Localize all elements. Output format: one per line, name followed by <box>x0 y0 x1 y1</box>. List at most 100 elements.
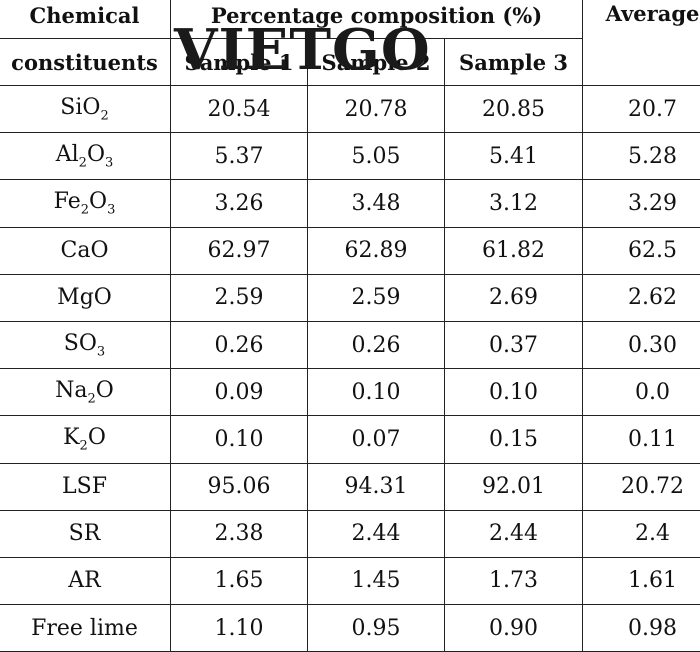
sample-1-cell: 0.09 <box>170 368 308 417</box>
average-cell: 0.98 <box>582 604 700 652</box>
constituent-symbol: SR <box>68 521 101 547</box>
constituent-symbol: Si <box>60 94 83 120</box>
table-row: AR 1.65 1.45 1.73 1.61 <box>0 556 700 606</box>
constituent-cell: SO3 <box>0 320 171 370</box>
sample-1-cell: 62.97 <box>170 226 308 275</box>
table-row: Al2O3 5.37 5.05 5.41 5.28 <box>0 132 700 181</box>
constituent-cell: Al2O3 <box>0 132 171 181</box>
sample-3-cell: 0.90 <box>443 604 584 652</box>
constituent-symbol: K <box>63 425 80 451</box>
average-cell: 62.5 <box>582 226 700 275</box>
table-row: SiO2 20.54 20.78 20.85 20.7 <box>0 84 700 134</box>
constituent-subscript: 2 <box>80 202 90 218</box>
table-row: Free lime 1.10 0.95 0.90 0.98 <box>0 604 700 652</box>
sample-2-cell: 0.95 <box>307 604 445 652</box>
constituent-cell: SiO2 <box>0 84 171 134</box>
constituent-cell: Na2O <box>0 368 171 417</box>
average-cell: 3.29 <box>582 179 700 228</box>
constituent-subscript: 2 <box>87 391 96 407</box>
constituent-subscript: 3 <box>107 202 116 218</box>
constituent-cell: Free lime <box>0 604 171 652</box>
table-row: CaO 62.97 62.89 61.82 62.5 <box>0 226 700 275</box>
sample-2-cell: 2.44 <box>307 509 445 558</box>
constituent-symbol: Fe <box>53 189 81 215</box>
table-row: Fe2O3 3.26 3.48 3.12 3.29 <box>0 179 700 228</box>
constituent-subscript: 3 <box>104 155 114 171</box>
average-cell: 5.28 <box>582 132 700 181</box>
sample-1-cell: 1.10 <box>170 604 308 652</box>
table-row: Na2O 0.09 0.10 0.10 0.0 <box>0 368 700 417</box>
average-cell: 0.11 <box>582 415 700 464</box>
sample-2-cell: 62.89 <box>307 226 445 275</box>
average-cell: 2.62 <box>582 273 700 322</box>
sample-2-cell: 20.78 <box>307 84 445 134</box>
sample-3-cell: 61.82 <box>443 226 584 275</box>
sample-1-cell: 2.59 <box>170 273 308 322</box>
sample-2-cell: 0.10 <box>307 368 445 417</box>
sample-1-cell: 0.10 <box>170 415 308 464</box>
sample-2-cell: 94.31 <box>307 462 445 511</box>
constituent-subscript: 2 <box>78 155 87 171</box>
sample-3-cell: 2.69 <box>443 273 584 322</box>
average-cell: 0.0 <box>582 368 700 417</box>
average-cell: 20.7 <box>582 84 700 134</box>
average-cell: 2.4 <box>582 509 700 558</box>
table-row: MgO 2.59 2.59 2.69 2.62 <box>0 273 700 322</box>
sample-2-cell: 2.59 <box>307 273 445 322</box>
constituent-symbol: SO <box>63 330 97 356</box>
constituent-symbol: O <box>87 425 106 451</box>
constituent-symbol: O <box>95 378 114 404</box>
constituent-cell: MgO <box>0 273 171 322</box>
sample-3-cell: 0.10 <box>443 368 584 417</box>
constituent-cell: AR <box>0 556 171 606</box>
average-cell: 1.61 <box>582 556 700 606</box>
constituent-cell: CaO <box>0 226 171 275</box>
header-percentage-composition: Percentage composition (%) <box>169 0 584 39</box>
constituent-subscript: 3 <box>96 344 106 360</box>
header-average: Average <box>582 0 700 86</box>
sample-3-cell: 5.41 <box>443 132 584 181</box>
header-sample-2: Sample 2 <box>307 38 445 86</box>
sample-3-cell: 0.15 <box>443 415 584 464</box>
average-cell: 0.30 <box>582 320 700 370</box>
header-chemical: Chemical <box>0 0 171 39</box>
sample-2-cell: 3.48 <box>307 179 445 228</box>
constituent-symbol: Free lime <box>31 615 138 641</box>
sample-1-cell: 0.26 <box>170 320 308 370</box>
table-body: SiO2 20.54 20.78 20.85 20.7 Al2O3 5.37 5.05 5.41… <box>0 84 700 652</box>
sample-2-cell: 5.05 <box>307 132 445 181</box>
sample-3-cell: 1.73 <box>443 556 584 606</box>
header-constituents: constituents <box>0 38 171 86</box>
sample-3-cell: 3.12 <box>443 179 584 228</box>
constituent-symbol: Al <box>55 142 79 168</box>
average-cell: 20.72 <box>582 462 700 511</box>
sample-1-cell: 3.26 <box>170 179 308 228</box>
sample-3-cell: 2.44 <box>443 509 584 558</box>
constituent-subscript: 2 <box>100 108 109 124</box>
constituent-cell: K2O <box>0 415 171 464</box>
constituent-symbol: O <box>82 94 101 120</box>
table-row: SO3 0.26 0.26 0.37 0.30 <box>0 320 700 370</box>
header-sample-3: Sample 3 <box>443 38 584 86</box>
table-row: SR 2.38 2.44 2.44 2.4 <box>0 509 700 558</box>
sample-1-cell: 20.54 <box>170 84 308 134</box>
sample-1-cell: 95.06 <box>170 462 308 511</box>
constituent-symbol: AR <box>68 568 101 594</box>
constituent-symbol: O <box>86 142 105 168</box>
constituent-symbol: O <box>89 189 108 215</box>
table-row: K2O 0.10 0.07 0.15 0.11 <box>0 415 700 464</box>
constituent-subscript: 2 <box>79 438 88 454</box>
header-sample-1: Sample 1 <box>170 38 308 86</box>
sample-2-cell: 0.07 <box>307 415 445 464</box>
sample-1-cell: 1.65 <box>170 556 308 606</box>
constituent-symbol: CaO <box>60 238 109 264</box>
constituent-cell: LSF <box>0 462 171 511</box>
sample-3-cell: 20.85 <box>443 84 584 134</box>
table-row: LSF 95.06 94.31 92.01 20.72 <box>0 462 700 511</box>
sample-1-cell: 5.37 <box>170 132 308 181</box>
sample-2-cell: 1.45 <box>307 556 445 606</box>
constituent-symbol: LSF <box>62 474 107 500</box>
constituent-cell: Fe2O3 <box>0 179 171 228</box>
constituent-cell: SR <box>0 509 171 558</box>
